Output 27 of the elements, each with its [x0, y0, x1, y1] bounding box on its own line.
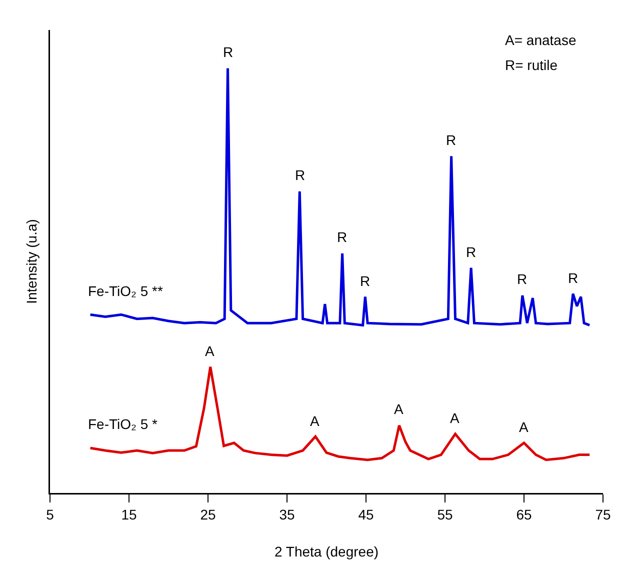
annotation: R	[337, 229, 348, 245]
annotation: A	[310, 413, 320, 429]
annotation: R	[223, 44, 234, 60]
annotation: A	[519, 419, 529, 435]
series-label: Fe-TiO₂ 5 *	[88, 416, 158, 432]
annotation: R	[446, 132, 456, 148]
series-label: Fe-TiO₂ 5 **	[88, 283, 164, 299]
annotation: R	[568, 270, 578, 286]
x-tick-label: 15	[121, 506, 137, 522]
annotation: R	[517, 271, 528, 287]
x-tick-label: 75	[595, 506, 611, 522]
annotation: R	[466, 244, 476, 260]
x-tick-label: 25	[200, 506, 216, 522]
x-tick-label: 35	[279, 506, 295, 522]
x-tick-label: 45	[358, 506, 374, 522]
annotation: R= rutile	[505, 57, 558, 73]
text: A= anatase	[505, 32, 576, 48]
annotation: R	[295, 167, 306, 183]
x-axis-title: 2 Theta (degree)	[274, 543, 379, 560]
annotation: R	[360, 273, 370, 289]
x-tick-label: 5	[46, 506, 54, 522]
x-tick-label: 55	[437, 506, 453, 522]
annotation: A	[394, 401, 404, 417]
x-tick-label: 65	[516, 506, 532, 522]
annotation: A	[205, 343, 215, 359]
annotation: A	[450, 410, 460, 426]
y-axis-title: Intensity (u.a)	[23, 219, 40, 304]
